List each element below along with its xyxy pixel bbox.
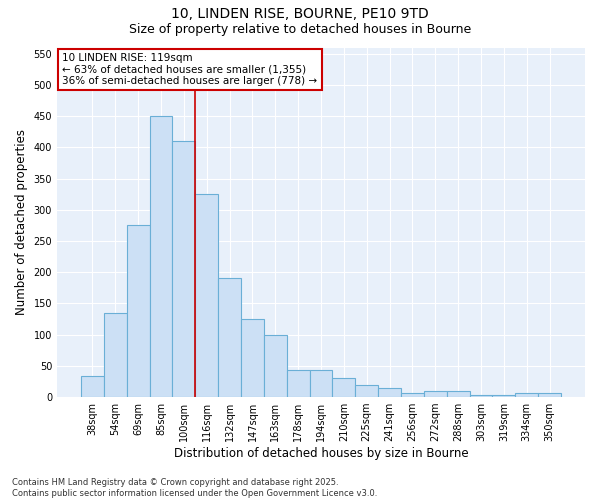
- Y-axis label: Number of detached properties: Number of detached properties: [15, 130, 28, 316]
- Bar: [424, 392, 447, 397]
- Bar: [378, 388, 401, 397]
- Bar: [196, 194, 218, 397]
- Bar: [127, 226, 149, 397]
- Bar: [538, 392, 561, 397]
- Bar: [493, 395, 515, 397]
- Bar: [149, 116, 172, 397]
- Bar: [104, 313, 127, 397]
- Bar: [447, 392, 470, 397]
- Bar: [241, 319, 264, 397]
- Bar: [81, 376, 104, 397]
- Bar: [218, 278, 241, 397]
- Bar: [355, 384, 378, 397]
- Text: Size of property relative to detached houses in Bourne: Size of property relative to detached ho…: [129, 22, 471, 36]
- X-axis label: Distribution of detached houses by size in Bourne: Distribution of detached houses by size …: [174, 447, 469, 460]
- Text: 10 LINDEN RISE: 119sqm
← 63% of detached houses are smaller (1,355)
36% of semi-: 10 LINDEN RISE: 119sqm ← 63% of detached…: [62, 52, 317, 86]
- Bar: [264, 334, 287, 397]
- Bar: [470, 395, 493, 397]
- Bar: [172, 141, 196, 397]
- Text: Contains HM Land Registry data © Crown copyright and database right 2025.
Contai: Contains HM Land Registry data © Crown c…: [12, 478, 377, 498]
- Bar: [401, 392, 424, 397]
- Bar: [515, 392, 538, 397]
- Bar: [332, 378, 355, 397]
- Bar: [287, 370, 310, 397]
- Text: 10, LINDEN RISE, BOURNE, PE10 9TD: 10, LINDEN RISE, BOURNE, PE10 9TD: [171, 8, 429, 22]
- Bar: [310, 370, 332, 397]
